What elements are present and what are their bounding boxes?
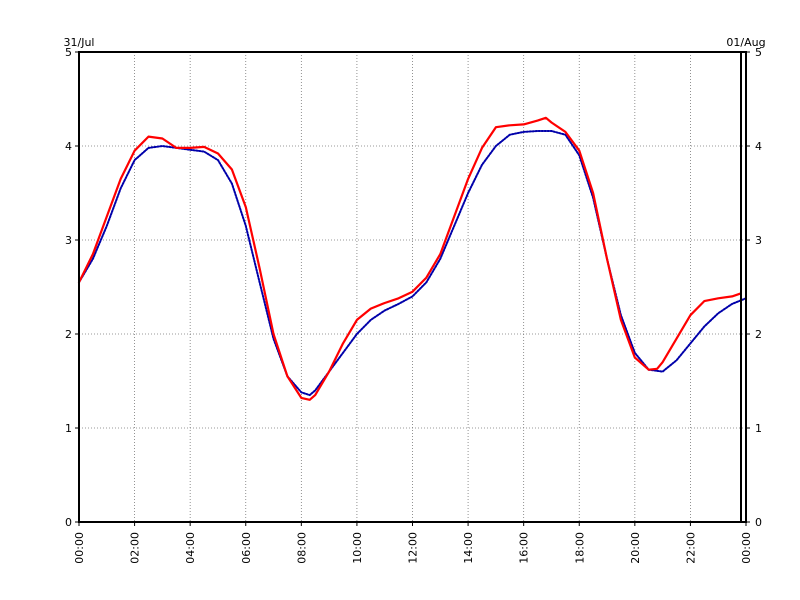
x-tick-label: 12:00 [407,532,420,564]
x-tick-label: 00:00 [740,532,753,564]
y-tick-label-left: 1 [65,422,72,435]
grid-lines [79,52,746,522]
date-label-left: 31/Jul [64,36,95,49]
series-line-1 [78,130,747,397]
x-tick-label: 22:00 [684,532,697,564]
date-label-right: 01/Aug [726,36,765,49]
series-line-2 [77,116,742,401]
x-axis: 00:00 02:00 04:00 06:00 08:00 10:00 12:00 14:00… [73,522,753,564]
x-tick-label: 06:00 [240,532,253,564]
y-tick-label-right: 4 [755,140,762,153]
y-tick-label-left: 5 [65,46,72,59]
y-axis-left: 0 1 2 3 4 5 [65,46,79,529]
x-tick-label: 04:00 [184,532,197,564]
y-tick-label-left: 2 [65,328,72,341]
series-lines [77,116,747,401]
x-tick-label: 00:00 [73,532,86,564]
x-tick-label: 14:00 [462,532,475,564]
x-tick-label: 10:00 [351,532,364,564]
x-tick-label: 20:00 [629,532,642,564]
x-tick-label: 16:00 [518,532,531,564]
y-tick-label-left: 3 [65,234,72,247]
x-tick-label: 02:00 [129,532,142,564]
y-tick-label-right: 3 [755,234,762,247]
x-tick-label: 08:00 [295,532,308,564]
y-tick-label-left: 4 [65,140,72,153]
y-tick-label-right: 5 [755,46,762,59]
x-tick-label: 18:00 [573,532,586,564]
y-tick-label-right: 0 [755,516,762,529]
y-tick-label-left: 0 [65,516,72,529]
y-tick-label-right: 2 [755,328,762,341]
y-axis-right: 0 1 2 3 4 5 [746,46,762,529]
y-tick-label-right: 1 [755,422,762,435]
